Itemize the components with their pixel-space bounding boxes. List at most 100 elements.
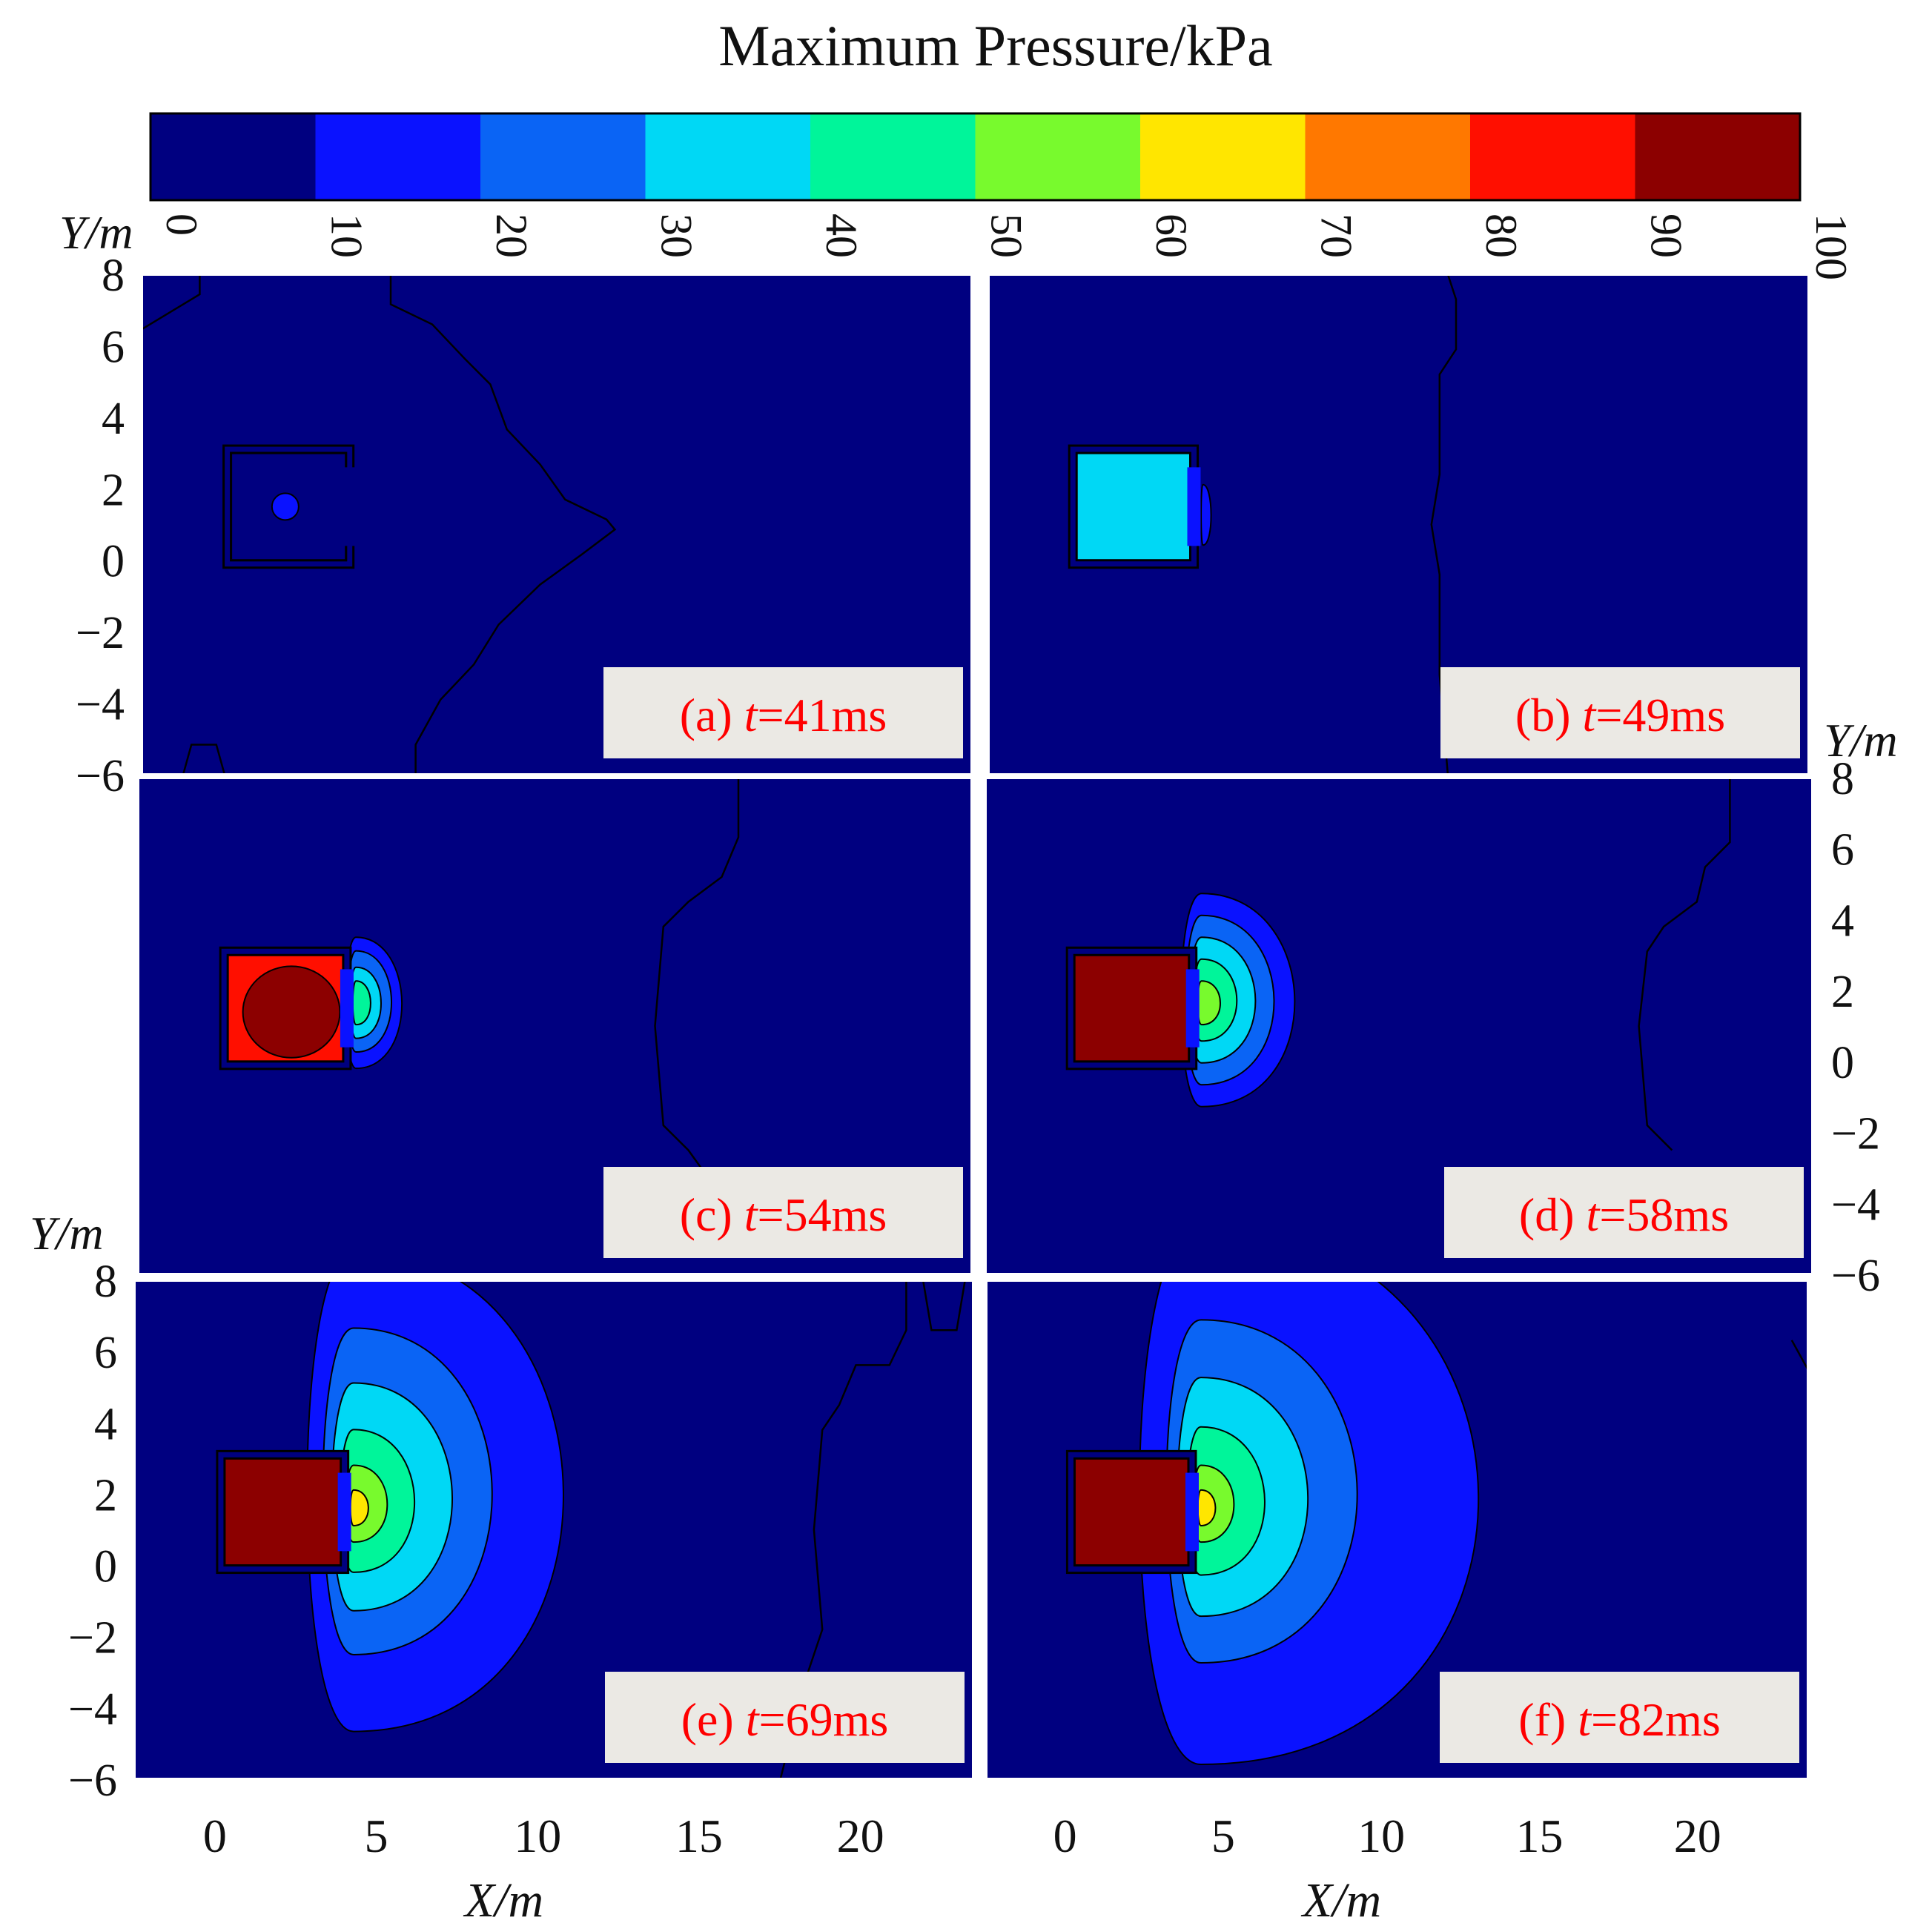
colorbar-swatch bbox=[150, 113, 316, 200]
panel-letter: (c) bbox=[680, 1188, 744, 1241]
y-axis-label-middle: Y/m bbox=[30, 1207, 104, 1260]
panel-label: (f) t=82ms bbox=[1518, 1693, 1721, 1746]
colorbar-tick-label: 70 bbox=[1312, 214, 1361, 258]
x-tick-label: 10 bbox=[514, 1810, 561, 1862]
colorbar-tick-label: 60 bbox=[1147, 214, 1196, 258]
panel-time-var: t bbox=[1587, 1188, 1601, 1241]
panel-label-box bbox=[1440, 1672, 1799, 1763]
wavefront-line bbox=[1430, 274, 1458, 775]
chamber-opening bbox=[1187, 467, 1201, 546]
panel-label: (b) t=49ms bbox=[1515, 689, 1725, 741]
y-tick-label: 0 bbox=[1831, 1038, 1854, 1088]
wavefront-line bbox=[1638, 778, 1731, 1151]
panel-time-var: t bbox=[1578, 1693, 1592, 1746]
colorbar-tick-label: 0 bbox=[157, 214, 206, 236]
chamber-opening bbox=[1185, 969, 1200, 1048]
contour-10kPa bbox=[1200, 483, 1212, 546]
wavefront-line bbox=[142, 274, 617, 775]
x-axis-label-right: X/m bbox=[1300, 1873, 1381, 1926]
panel-letter: (e) bbox=[681, 1693, 746, 1746]
y-tick-label: 4 bbox=[94, 1399, 117, 1449]
colorbar-swatch bbox=[1305, 113, 1471, 200]
colorbar-swatch bbox=[1140, 113, 1306, 200]
panel-label-box bbox=[603, 667, 963, 758]
colorbar-tick-label: 50 bbox=[982, 214, 1031, 258]
y-tick-label: −2 bbox=[76, 608, 125, 658]
panel-time-var: t bbox=[744, 1188, 759, 1241]
chamber-interior bbox=[1075, 451, 1191, 562]
chamber-opening bbox=[340, 969, 354, 1048]
chamber-interior bbox=[223, 1457, 343, 1567]
panel-time-var: t bbox=[746, 1693, 761, 1746]
panel-frame bbox=[140, 273, 973, 776]
panel-time-var: t bbox=[1583, 689, 1598, 741]
y-tick-label: 2 bbox=[1831, 967, 1854, 1017]
chamber-spot bbox=[271, 492, 300, 521]
panel-frame bbox=[984, 776, 1814, 1276]
colorbar-frame bbox=[149, 112, 1802, 202]
wavefront-line bbox=[654, 778, 740, 1186]
y-tick-label: −4 bbox=[68, 1684, 117, 1735]
y-tick-label: −2 bbox=[68, 1613, 117, 1664]
x-tick-label: 0 bbox=[203, 1810, 227, 1862]
panel-label-box bbox=[1444, 1167, 1804, 1258]
panel-letter: (a) bbox=[680, 689, 744, 741]
colorbar-swatch bbox=[1635, 113, 1801, 200]
colorbar-title: Maximum Pressure/kPa bbox=[718, 13, 1272, 78]
panel-frame bbox=[987, 273, 1810, 776]
y-tick-label: 4 bbox=[1831, 896, 1854, 946]
x-tick-label: 5 bbox=[365, 1810, 388, 1862]
x-tick-label: 20 bbox=[1674, 1810, 1721, 1862]
chamber-interior bbox=[1073, 953, 1191, 1063]
y-tick-label: 0 bbox=[102, 537, 125, 587]
y-tick-label: −4 bbox=[76, 680, 125, 730]
chamber-opening bbox=[1185, 1472, 1199, 1552]
colorbar bbox=[149, 112, 1802, 202]
x-tick-label: 5 bbox=[1211, 1810, 1235, 1862]
y-tick-label: −6 bbox=[68, 1755, 117, 1806]
colorbar-swatch bbox=[480, 113, 646, 200]
panel-b: (b) t=49ms bbox=[987, 273, 1810, 776]
panel-letter: (f) bbox=[1518, 1693, 1578, 1746]
y-tick-label: −4 bbox=[1831, 1179, 1880, 1230]
panel-label: (d) t=58ms bbox=[1519, 1188, 1729, 1241]
y-tick-label: 8 bbox=[94, 1257, 117, 1307]
panel-frame bbox=[985, 1279, 1810, 1781]
y-axis-label-top: Y/m bbox=[59, 206, 133, 259]
x-tick-label: 20 bbox=[837, 1810, 884, 1862]
panel-frame bbox=[136, 776, 973, 1276]
y-tick-label: 2 bbox=[94, 1470, 117, 1520]
panel-time: =58ms bbox=[1599, 1188, 1729, 1241]
panel-time: =82ms bbox=[1591, 1693, 1721, 1746]
wavefront-line bbox=[779, 1280, 966, 1779]
colorbar-swatch bbox=[645, 113, 811, 200]
colorbar-tick-label: 40 bbox=[817, 214, 866, 258]
x-axis-label-left: X/m bbox=[463, 1873, 543, 1926]
x-tick-label: 10 bbox=[1357, 1810, 1405, 1862]
panel-time-var: t bbox=[744, 689, 759, 741]
colorbar-swatch bbox=[810, 113, 976, 200]
panel-a: (a) t=41ms bbox=[140, 273, 973, 776]
y-tick-label: 4 bbox=[102, 394, 125, 444]
panel-time: =54ms bbox=[758, 1188, 887, 1241]
colorbar-tick-label: 10 bbox=[322, 214, 371, 258]
wavefront-line bbox=[1790, 1340, 1808, 1371]
colorbar-tick-label: 90 bbox=[1642, 214, 1691, 258]
y-tick-label: 6 bbox=[102, 322, 125, 372]
chamber-core-contour bbox=[242, 965, 341, 1059]
colorbar-swatch bbox=[315, 113, 481, 200]
y-tick-label: −6 bbox=[1831, 1251, 1880, 1301]
panel-frame bbox=[133, 1279, 975, 1781]
x-tick-label: 15 bbox=[675, 1810, 723, 1862]
panel-letter: (d) bbox=[1519, 1188, 1587, 1241]
y-tick-label: 0 bbox=[94, 1542, 117, 1592]
chamber-interior bbox=[1073, 1457, 1190, 1567]
x-tick-label: 0 bbox=[1053, 1810, 1077, 1862]
x-tick-label: 15 bbox=[1515, 1810, 1563, 1862]
panel-letter: (b) bbox=[1515, 689, 1583, 741]
y-tick-label: 6 bbox=[1831, 825, 1854, 876]
colorbar-swatch bbox=[1470, 113, 1635, 200]
panel-label-box bbox=[605, 1672, 965, 1763]
colorbar-tick-label: 100 bbox=[1807, 214, 1856, 280]
